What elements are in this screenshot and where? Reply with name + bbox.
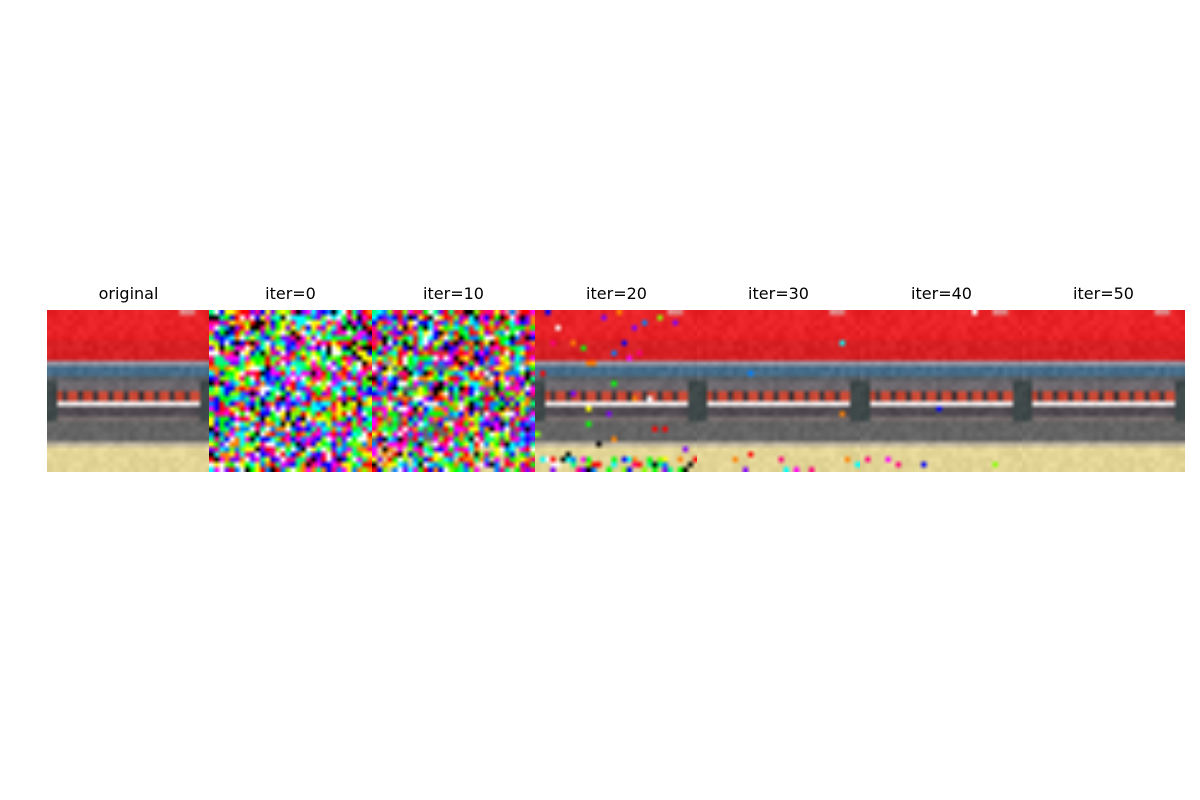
bus-image-original: [47, 310, 210, 472]
bus-image-iter-20: [535, 310, 698, 472]
panel-title: iter=0: [265, 284, 316, 303]
panel-title: iter=40: [911, 284, 972, 303]
panel-title: iter=10: [423, 284, 484, 303]
bus-image-iter-50: [1022, 310, 1185, 472]
panel-title: iter=30: [748, 284, 809, 303]
panel-title: original: [98, 284, 159, 303]
bus-image-iter-10: [372, 310, 535, 472]
bus-image-iter-30: [697, 310, 860, 472]
bus-image-iter-40: [860, 310, 1023, 472]
bus-image-iter-0: [209, 310, 372, 472]
panel-title: iter=20: [586, 284, 647, 303]
panel-title: iter=50: [1073, 284, 1134, 303]
